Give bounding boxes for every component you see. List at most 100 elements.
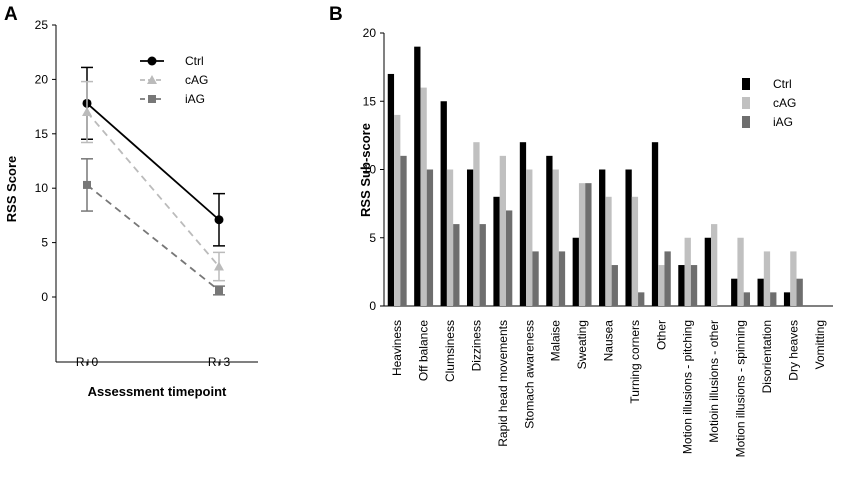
panel-a-line-ctrl <box>86 102 220 221</box>
panel-b-legend-swatch-iag <box>742 116 750 128</box>
panel-b-bar-cag-motioin-illusions-other <box>710 224 718 306</box>
panel-b-bar-ctrl-turning-corners <box>625 169 632 306</box>
panel-b-bar-ctrl-off-balance <box>414 46 421 307</box>
panel-b-bar-iag-off-balance <box>426 169 434 306</box>
panel-b-bar-cag-dizziness <box>473 142 480 306</box>
panel-b-legend-swatch-cag <box>742 97 750 109</box>
panel-a-x-tick-label: R+3 <box>208 355 231 369</box>
panel-a-label: A <box>4 4 18 25</box>
panel-b-label: B <box>329 4 343 25</box>
panel-b-category-label: Malaise <box>549 320 563 362</box>
panel-b-bar-iag-heaviness <box>400 155 407 306</box>
panel-b-bar-ctrl-malaise <box>546 155 553 306</box>
panel-b-category-label: Off balance <box>417 320 431 381</box>
panel-b-bar-iag-other <box>664 251 671 306</box>
panel-b-y-axis-title: RSS Sub-score <box>358 123 373 217</box>
panel-a-line-cag <box>86 111 220 268</box>
panel-a-y-tick-label: 20 <box>35 72 49 86</box>
panel-b-category-label: Motion illusions - spinning <box>734 320 748 457</box>
panel-b-bar-iag-disorientation <box>770 292 777 306</box>
panel-b-bar-iag-dry-heaves <box>796 278 803 306</box>
panel-b-category-label: Dry heaves <box>786 320 800 381</box>
panel-b-bar-ctrl-motion-illusions-pitching <box>678 265 685 306</box>
panel-b-legend-label-cag: cAG <box>773 96 796 110</box>
panel-b-category-label: Other <box>654 320 668 350</box>
legend-label-ctrl: Ctrl <box>185 54 204 68</box>
panel-b-legend-label-iag: iAG <box>773 115 793 129</box>
panel-b-bar-iag-rapid-head-movements <box>506 210 513 306</box>
legend-label-iag: iAG <box>185 92 205 106</box>
panel-b-bar-chart: RSS Sub-score 0 5 10 15 20 Heaviness Off balan… <box>358 26 833 457</box>
panel-b-bar-cag-rapid-head-movements <box>499 155 507 306</box>
panel-b-y-tick-label: 15 <box>363 94 377 108</box>
panel-b-bar-cag-motion-illusions-pitching <box>684 237 691 306</box>
panel-b-bar-cag-other <box>658 265 665 306</box>
panel-b-category-label: Sweating <box>575 320 589 369</box>
panel-b-bar-ctrl-motion-illusions-spinning <box>731 278 738 306</box>
panel-b-y-tick-label: 5 <box>369 231 376 245</box>
panel-b-category-label: Nausea <box>602 320 616 362</box>
panel-b-bar-iag-motion-illusions-spinning <box>743 292 751 306</box>
panel-b-bar-iag-sweating <box>585 183 592 306</box>
panel-b-category-label: Motioin illusions - other <box>707 320 721 443</box>
panel-b-y-tick-label: 20 <box>363 26 377 40</box>
panel-b-bar-cag-disorientation <box>763 251 771 306</box>
panel-a-y-tick-label: 5 <box>41 236 48 250</box>
panel-b-y-tick-label: 0 <box>369 299 376 313</box>
panel-b-bar-cag-off-balance <box>420 87 427 306</box>
panel-b-bar-iag-malaise <box>558 251 566 306</box>
panel-b-category-label: Stomach awareness <box>522 320 536 429</box>
panel-b-legend-swatch-ctrl <box>742 78 750 90</box>
panel-b-bar-ctrl-rapid-head-movements <box>493 196 500 306</box>
panel-b-category-label: Vomitting <box>813 320 827 369</box>
panel-a-line-iag <box>86 184 220 292</box>
panel-b-category-label: Turning corners <box>628 320 642 404</box>
panel-b-y-tick-label: 10 <box>363 163 377 177</box>
panel-a-y-tick-label: 25 <box>35 18 49 32</box>
legend-marker-iag <box>148 95 156 103</box>
panel-b-bar-iag-dizziness <box>479 224 486 306</box>
panel-a-x-tick-label: R+0 <box>76 355 99 369</box>
panel-b-legend-label-ctrl: Ctrl <box>773 77 792 91</box>
panel-b-bar-ctrl-nausea <box>599 169 606 306</box>
panel-a-point-cag <box>82 107 92 117</box>
panel-a-y-tick-label: 10 <box>35 181 49 195</box>
panel-b-bar-ctrl-stomach-awareness <box>519 142 527 306</box>
panel-a-y-axis-title: RSS Score <box>4 156 19 222</box>
panel-b-bar-cag-clumsiness <box>446 169 454 306</box>
legend-marker-cag <box>147 75 157 84</box>
panel-b-bar-ctrl-disorientation <box>757 278 764 306</box>
legend-marker-ctrl <box>147 56 157 66</box>
panel-b-bar-ctrl-heaviness <box>387 73 395 306</box>
panel-a-y-tick-label: 0 <box>41 290 48 304</box>
panel-b-bar-ctrl-clumsiness <box>440 101 447 306</box>
panel-b-bar-ctrl-dizziness <box>466 169 474 306</box>
panel-b-bar-cag-stomach-awareness <box>526 169 533 306</box>
panel-b-category-label: Disorientation <box>760 320 774 393</box>
panel-b-category-label: Heaviness <box>390 320 404 376</box>
panel-b-bar-ctrl-dry-heaves <box>783 292 791 306</box>
panel-a-point-iag <box>215 286 223 295</box>
panel-b-bar-ctrl-motioin-illusions-other <box>704 237 711 306</box>
panel-b-bar-cag-motion-illusions-spinning <box>737 237 744 306</box>
panel-a-x-axis-title: Assessment timepoint <box>88 384 227 399</box>
panel-b-bar-cag-heaviness <box>394 114 401 307</box>
panel-b-bar-iag-clumsiness <box>453 224 460 306</box>
panel-a-y-tick-label: 15 <box>35 127 49 141</box>
panel-b-category-label: Rapid head movements <box>496 320 510 447</box>
panel-b-bar-cag-dry-heaves <box>790 251 797 306</box>
panel-b-bar-iag-motion-illusions-pitching <box>690 265 698 306</box>
panel-a-point-cag <box>214 261 224 271</box>
panel-b-bar-iag-nausea <box>611 265 618 306</box>
panel-b-bar-cag-nausea <box>605 196 612 306</box>
panel-a-point-iag <box>83 180 91 189</box>
legend-label-cag: cAG <box>185 73 208 87</box>
panel-b-bar-ctrl-other <box>651 142 659 306</box>
panel-a-line-chart: RSS Score Assessment timepoint 0 5 10 15 20 2… <box>4 18 258 399</box>
panel-b-bar-cag-sweating <box>578 183 586 306</box>
panel-b-bar-cag-malaise <box>552 169 559 306</box>
panel-b-bar-ctrl-sweating <box>572 237 579 306</box>
panel-b-bar-iag-stomach-awareness <box>532 251 539 306</box>
panel-b-category-label: Motion illusions - pitching <box>681 320 695 454</box>
